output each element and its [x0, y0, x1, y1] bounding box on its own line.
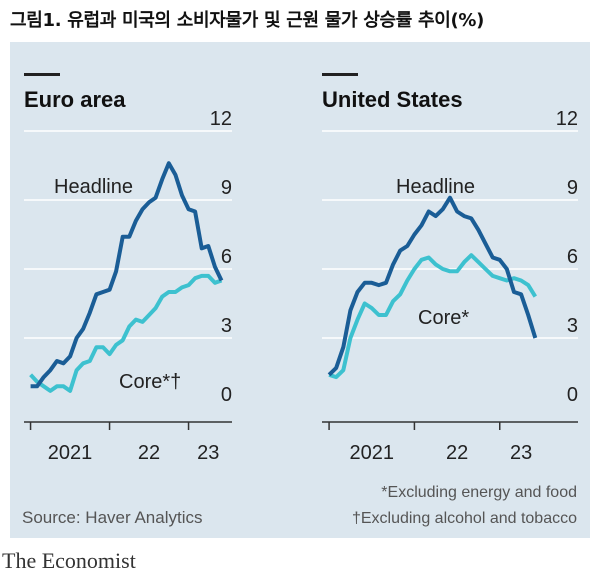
euro-area-gridlines	[24, 130, 232, 339]
source-note: Source: Haver Analytics	[22, 508, 202, 527]
euro-area-core-line	[29, 273, 223, 393]
euro-area-x-axis: 2021 22 23	[24, 421, 232, 464]
euro-area-y-tick-label: 6	[221, 246, 232, 268]
euro-area-y-tick-labels: 0 3 6 9 12	[210, 108, 232, 406]
euro-area-y-tick-label: 3	[221, 315, 232, 337]
united-states-y-tick-label: 12	[556, 108, 578, 130]
united-states-x-tick-label: 23	[510, 442, 532, 464]
euro-area-x-tick-label: 22	[138, 442, 160, 464]
united-states-core-label: Core*	[418, 307, 469, 329]
figure-title: 그림1. 유럽과 미국의 소비자물가 및 근원 물가 상승률 추이(%)	[10, 10, 485, 31]
united-states-y-tick-label: 9	[567, 177, 578, 199]
economist-logo: The Economist	[2, 548, 136, 573]
united-states-y-tick-label: 0	[567, 384, 578, 406]
euro-area-title-rule	[24, 73, 60, 76]
united-states-chart: United States 0 3 6 9 12 2021 22 23 Headline C…	[322, 73, 578, 464]
united-states-x-axis: 2021 22 23	[322, 421, 578, 464]
footnote-core-definition: *Excluding energy and food	[381, 484, 577, 501]
united-states-y-tick-label: 3	[567, 315, 578, 337]
united-states-title: United States	[322, 87, 463, 112]
euro-area-x-tick-label: 2021	[48, 442, 93, 464]
euro-area-y-tick-label: 9	[221, 177, 232, 199]
united-states-y-tick-labels: 0 3 6 9 12	[556, 108, 578, 406]
euro-area-series	[29, 161, 224, 393]
euro-area-core-label: Core*†	[119, 371, 181, 393]
euro-area-y-tick-label: 0	[221, 384, 232, 406]
united-states-headline-label: Headline	[396, 176, 475, 198]
footnote-euro-core-definition: †Excluding alcohol and tobacco	[352, 510, 577, 527]
united-states-x-tick-label: 2021	[349, 442, 394, 464]
united-states-core-line	[328, 253, 538, 380]
united-states-headline-line	[327, 195, 538, 377]
euro-area-headline-label: Headline	[54, 176, 133, 198]
united-states-x-tick-label: 22	[446, 442, 468, 464]
united-states-series	[327, 195, 538, 380]
united-states-title-rule	[322, 73, 358, 76]
euro-area-chart: Euro area 0 3 6 9 12 2021 22 23 Headline Core*…	[24, 73, 232, 464]
euro-area-title: Euro area	[24, 87, 126, 112]
euro-area-headline-line	[30, 161, 224, 389]
united-states-y-tick-label: 6	[567, 246, 578, 268]
euro-area-y-tick-label: 12	[210, 108, 232, 130]
euro-area-x-tick-label: 23	[197, 442, 219, 464]
